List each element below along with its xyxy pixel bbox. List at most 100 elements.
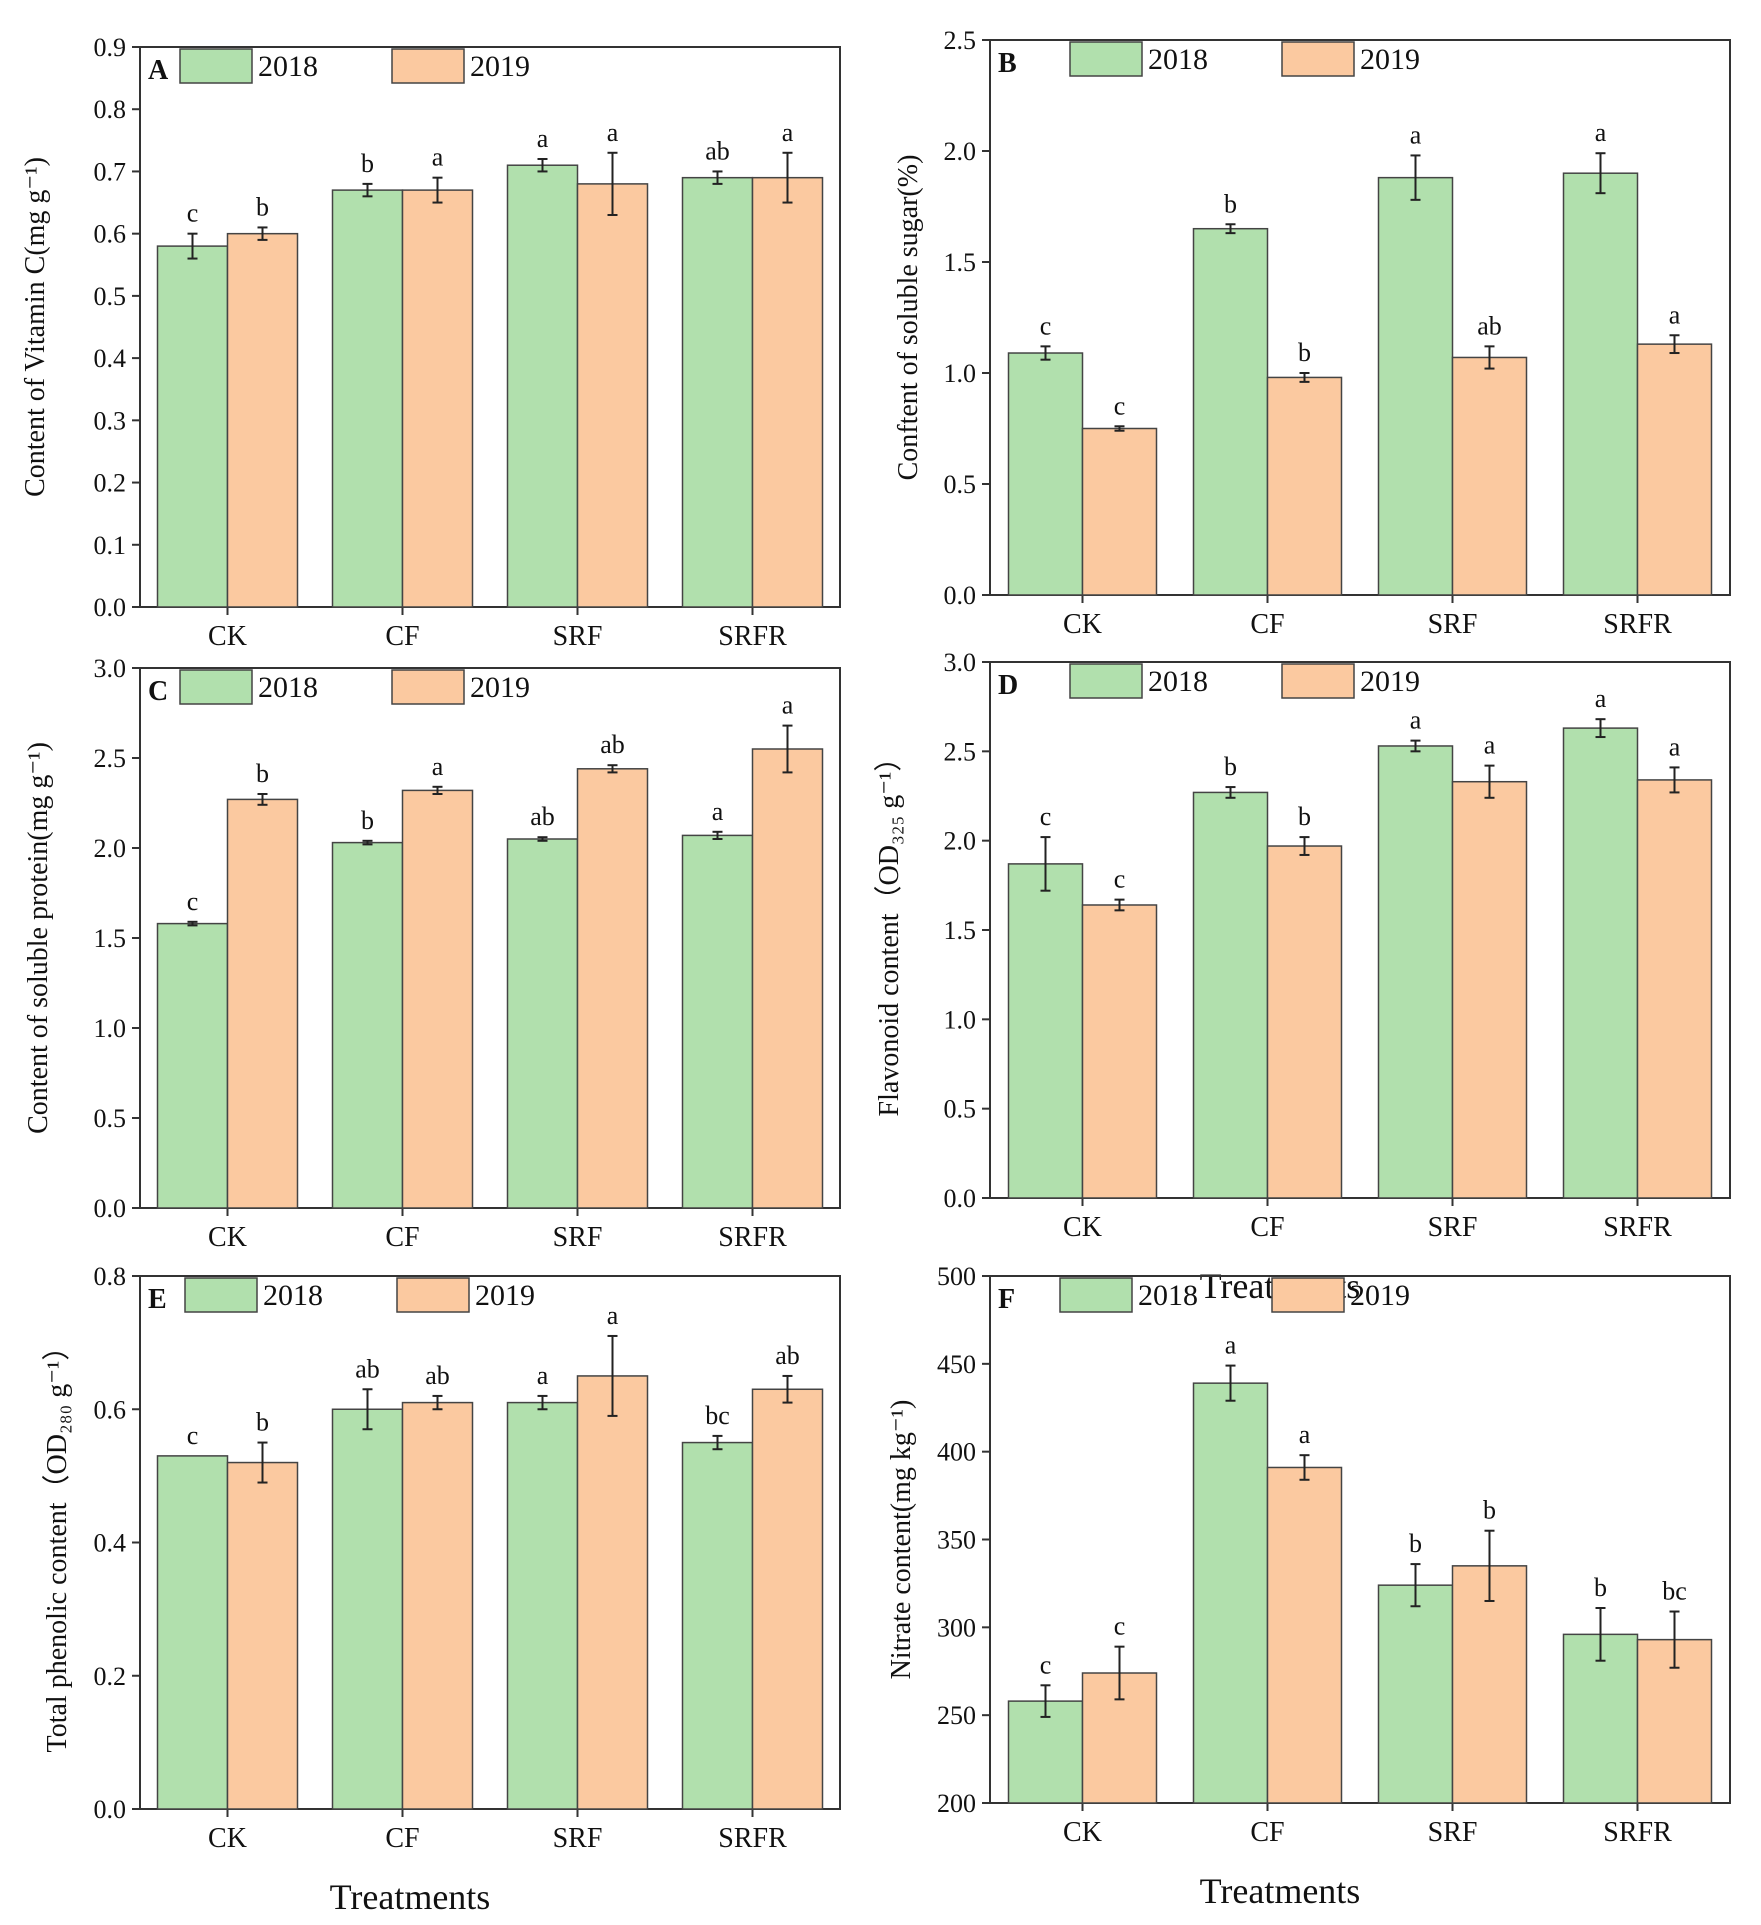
y-tick-label: 0.6 [94,220,127,249]
bar-2018-SRFR [681,1441,754,1810]
y-tick-label: 1.0 [944,359,977,388]
y-tick-label: 1.5 [944,248,977,277]
bar-2018-CF [331,841,404,1209]
significance-letter: a [712,797,724,826]
legend: 2018 2019 [179,48,530,84]
significance-letter: b [1483,1496,1496,1525]
legend-swatch-2019 [1281,41,1355,77]
significance-letter: ab [775,1341,800,1370]
x-tick-label: SRFR [1603,609,1672,640]
y-tick-label: 2.5 [944,26,977,55]
panel-letter: E [148,1284,167,1315]
panel-F: 200 250 300 350 400 450 500 Nitrate content(mg … [886,1262,1731,1911]
y-tick-label: 1.5 [94,924,127,953]
y-tick-label: 0.8 [94,1262,127,1291]
bar-2019-SRF [1451,356,1528,596]
panel-A: 0.0 0.1 0.2 0.3 0.4 0.5 0.6 0.7 0.8 0.9 Content of… [20,33,841,652]
y-tick-label: 200 [937,1789,976,1818]
x-tick-label: SRFR [718,1823,787,1854]
bar-2019-CK [1081,427,1158,596]
panel-letter: D [998,670,1018,701]
y-tick-label: 0.3 [94,406,127,435]
significance-letter: bc [1662,1577,1687,1606]
bar-2019-SRFR [1636,343,1713,596]
y-tick-label: 300 [937,1613,976,1642]
x-tick-label: CK [208,1222,247,1253]
significance-letter: a [432,143,444,172]
legend: 2018 2019 [1069,41,1420,77]
significance-letter: c [187,199,199,228]
significance-letter: ab [705,136,730,165]
significance-letter: b [361,149,374,178]
legend-swatch-2018 [184,1277,258,1313]
bar-2019-SRFR [751,748,824,1209]
bar-2018-CF [1192,791,1269,1199]
significance-letter: c [187,1421,199,1450]
x-tick-label: SRFR [718,621,787,652]
significance-letter: b [256,192,269,221]
plot-frame [139,46,841,608]
bar-2018-CK [1007,1700,1084,1804]
bar-2019-CK [1081,904,1158,1199]
y-tick-label: 1.0 [944,1005,977,1034]
significance-letter: c [1114,865,1126,894]
bar-2018-SRFR [681,176,754,608]
significance-letter: a [1484,731,1496,760]
legend-label-2019: 2019 [470,50,530,83]
y-tick-label: 500 [937,1262,976,1291]
y-axis-title: Total phenolic content（OD₂₈₀ g⁻¹） [41,1333,73,1753]
y-tick-label: 350 [937,1526,976,1555]
y-tick-label: 2.5 [944,737,977,766]
significance-letter: b [361,806,374,835]
bar-2018-CK [156,922,229,1209]
x-tick-label: CF [1250,609,1284,640]
significance-letter: ab [1477,311,1502,340]
bar-2018-SRF [1377,745,1454,1199]
x-tick-label: CK [1063,1212,1102,1243]
bar-2019-CF [1266,1466,1343,1804]
y-tick-label: 0.8 [94,95,127,124]
legend: 2018 2019 [184,1277,535,1313]
bar-2018-SRF [1377,176,1454,596]
significance-letter: ab [600,730,625,759]
bar-2019-CF [1266,376,1343,596]
y-tick-label: 2.0 [94,834,127,863]
significance-letter: a [607,1301,619,1330]
x-tick-label: CF [385,1823,419,1854]
panel-C: 0.0 0.5 1.0 1.5 2.0 2.5 3.0 Content of soluble … [23,654,841,1253]
bar-2019-CF [401,789,474,1209]
significance-letter: c [1040,311,1052,340]
y-tick-label: 0.0 [94,593,127,622]
y-axis-title: Nitrate content(mg kg⁻¹) [886,1400,917,1680]
significance-letter: a [1225,1331,1237,1360]
significance-letter: b [1298,338,1311,367]
y-tick-label: 0.5 [94,282,127,311]
bar-2019-CF [401,1401,474,1810]
bar-2019-CK [226,798,299,1209]
legend-swatch-2019 [391,669,465,705]
legend-swatch-2018 [1069,663,1143,699]
significance-letter: a [1410,120,1422,149]
bar-2018-CF [331,189,404,608]
bar-2018-SRF [1377,1584,1454,1804]
significance-letter: b [1409,1529,1422,1558]
significance-letter: c [187,887,199,916]
y-tick-label: 0.0 [944,1184,977,1213]
significance-letter: c [1040,1650,1052,1679]
legend-label-2019: 2019 [1350,1279,1410,1312]
significance-letter: a [537,1361,549,1390]
y-tick-label: 2.0 [944,137,977,166]
x-tick-label: SRF [553,1823,603,1854]
significance-letter: a [1669,732,1681,761]
bar-2019-SRF [576,183,649,608]
significance-letter: b [1224,189,1237,218]
y-tick-label: 3.0 [94,654,127,683]
significance-letter: b [1298,802,1311,831]
x-tick-label: SRF [1428,609,1478,640]
legend-label-2018: 2018 [258,671,318,704]
bar-2018-CK [1007,352,1084,596]
bar-2018-CF [1192,227,1269,596]
y-tick-label: 0.5 [94,1104,127,1133]
legend: 2018 2019 [1069,663,1420,699]
bar-2018-SRF [506,838,579,1209]
